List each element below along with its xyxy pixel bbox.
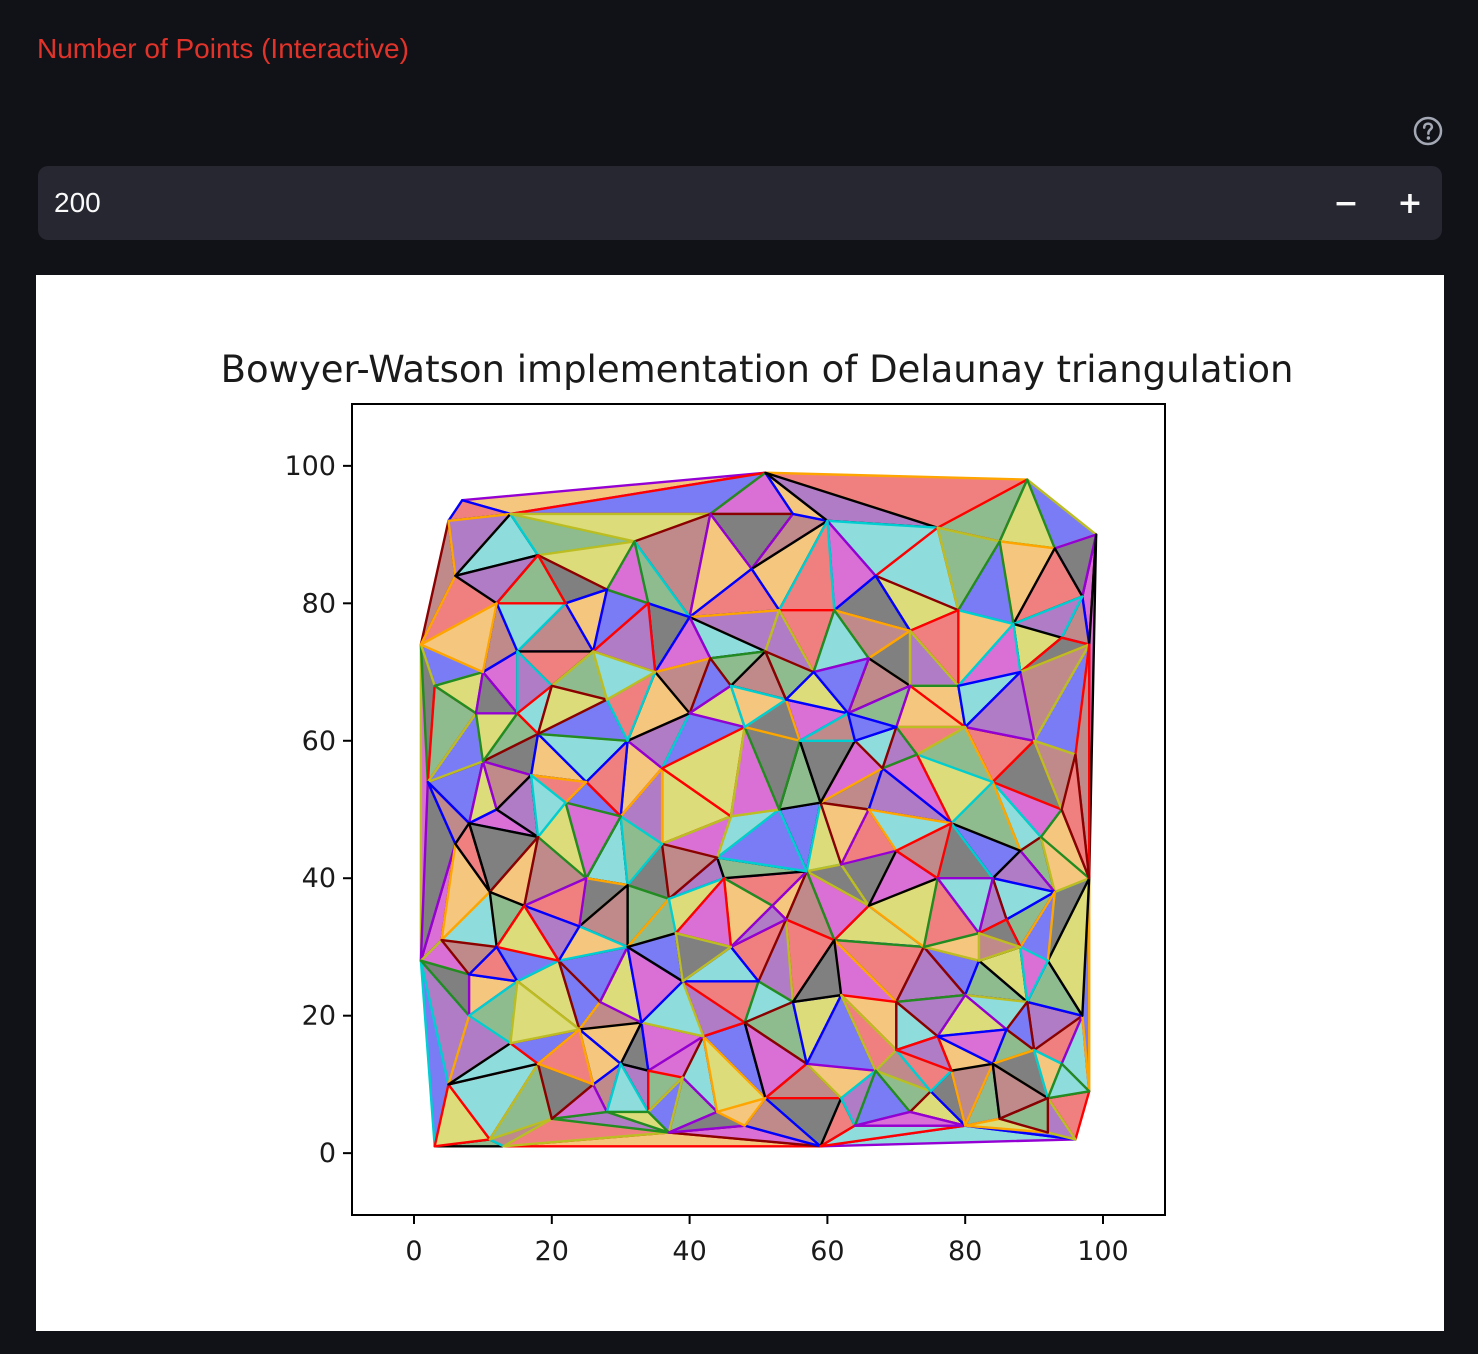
triangle: [619, 815, 664, 887]
triangle: [454, 822, 491, 894]
triangle: [419, 602, 498, 674]
triangle: [936, 1028, 1008, 1065]
triangle: [715, 1096, 767, 1127]
triangle: [729, 684, 788, 729]
x-tick-label: 60: [810, 1236, 844, 1267]
y-tick-label: 40: [302, 863, 336, 894]
triangle: [674, 932, 733, 983]
triangle: [467, 945, 519, 983]
triangulation-chart: Bowyer-Watson implementation of Delaunay…: [221, 348, 1294, 1267]
increment-button[interactable]: +: [1397, 185, 1423, 221]
triangle: [591, 650, 657, 701]
triangle: [660, 842, 719, 901]
triangle: [605, 1110, 671, 1134]
triangle: [784, 670, 850, 715]
triangle: [536, 684, 609, 736]
triangle: [957, 670, 1022, 729]
question-circle-icon[interactable]: [1412, 115, 1444, 147]
triangle: [846, 712, 898, 742]
triangle: [839, 993, 898, 1072]
x-tick-label: 80: [948, 1236, 982, 1267]
y-tick-label: 100: [284, 451, 336, 482]
points-number-input[interactable]: 200 − +: [38, 166, 1442, 240]
triangle: [998, 1096, 1050, 1134]
triangle: [853, 1110, 967, 1127]
x-tick-label: 100: [1077, 1236, 1129, 1267]
plot-frame: [351, 403, 1166, 1216]
triangle: [605, 540, 650, 605]
triangle: [895, 822, 953, 880]
triangle: [791, 938, 843, 1004]
x-tick-label: 20: [535, 1236, 569, 1267]
triangle: [936, 877, 994, 935]
y-tick-label: 20: [302, 1001, 336, 1032]
triangle: [1046, 1062, 1091, 1100]
y-tick-label: 80: [302, 588, 336, 619]
triangulation-mesh: [419, 471, 1098, 1148]
triangulation-figure: Bowyer-Watson implementation of Delaunay…: [36, 275, 1444, 1331]
y-tick-label: 0: [319, 1138, 336, 1169]
triangle: [529, 773, 567, 839]
triangle: [509, 980, 581, 1045]
triangle: [1046, 877, 1091, 1017]
y-axis-ticks: 0 20 40 60 80 100: [284, 451, 352, 1169]
chart-title: Bowyer-Watson implementation of Delaunay…: [221, 348, 1294, 391]
triangle: [895, 1035, 953, 1072]
x-axis-ticks: 0 20 40 60 80 100: [405, 1215, 1129, 1267]
triangle: [1060, 753, 1091, 880]
triangle: [729, 904, 788, 949]
decrement-button[interactable]: −: [1333, 185, 1359, 221]
x-tick-label: 0: [405, 1236, 422, 1267]
triangle: [1019, 945, 1050, 1004]
triangle: [1005, 1000, 1036, 1052]
triangle: [474, 670, 519, 715]
triangle: [977, 932, 1022, 962]
y-tick-label: 60: [302, 726, 336, 757]
triangle: [564, 588, 609, 653]
triangle: [715, 808, 808, 873]
points-value[interactable]: 200: [54, 187, 101, 218]
triangle: [564, 801, 622, 880]
widget-label: Number of Points (Interactive): [37, 33, 409, 64]
x-tick-label: 40: [672, 1236, 706, 1267]
triangle: [495, 904, 560, 962]
triangle: [536, 1028, 595, 1086]
triangle: [495, 554, 567, 605]
